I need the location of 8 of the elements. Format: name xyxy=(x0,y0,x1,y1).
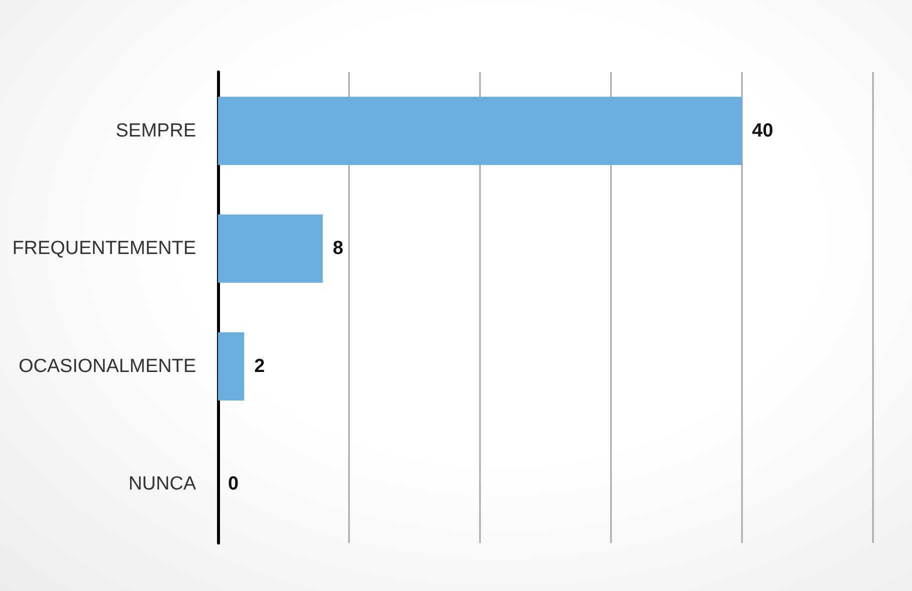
y-tick-label: SEMPRE xyxy=(116,120,196,142)
y-tick-label: NUNCA xyxy=(128,474,196,495)
y-tick-label: OCASIONALMENTE xyxy=(18,356,196,377)
data-label: 40 xyxy=(752,120,774,142)
data-label: 0 xyxy=(228,474,239,495)
y-tick-label: FREQUENTEMENTE xyxy=(12,238,196,260)
data-label: 8 xyxy=(332,238,344,260)
data-label: 2 xyxy=(254,356,265,377)
